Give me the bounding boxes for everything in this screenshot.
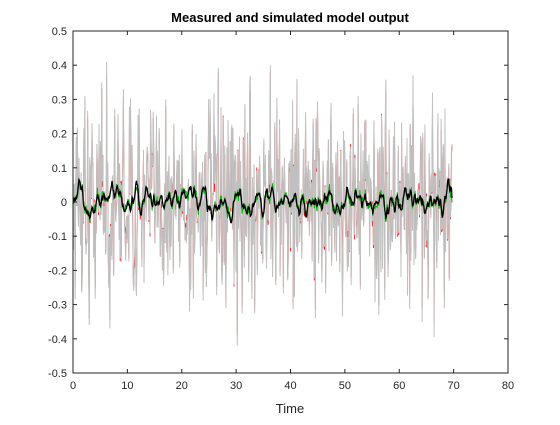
y-tick-label: 0.4: [52, 60, 67, 72]
x-ticks: 0 10 20 30 40 50 60 70 80: [70, 31, 514, 392]
y-tick-label: 0.3: [52, 94, 67, 106]
y-tick-label: -0.4: [48, 334, 67, 346]
x-tick-label: 30: [230, 380, 242, 392]
series-line-grey: [72, 61, 453, 346]
x-tick-label: 80: [502, 380, 514, 392]
y-tick-label: -0.5: [48, 368, 67, 380]
x-tick-label: 20: [176, 380, 188, 392]
chart-title: Measured and simulated model output: [171, 10, 409, 25]
y-tick-label: 0: [61, 197, 67, 209]
y-tick-label: 0.5: [52, 26, 67, 38]
y-tick-label: 0.1: [52, 163, 67, 175]
x-tick-label: 60: [393, 380, 405, 392]
y-tick-label: 0.2: [52, 129, 67, 141]
y-ticks: -0.5 -0.4 -0.3 -0.2 -0.1 0 0.1 0.2 0.3 0.4 0.5: [48, 26, 508, 380]
x-tick-label: 70: [448, 380, 460, 392]
y-tick-label: -0.1: [48, 231, 67, 243]
x-tick-label: 50: [339, 380, 351, 392]
x-axis-label: Time: [276, 401, 304, 416]
y-tick-label: -0.3: [48, 300, 67, 312]
x-tick-label: 10: [121, 380, 133, 392]
x-tick-label: 40: [284, 380, 296, 392]
series-line-black: [72, 177, 453, 224]
x-tick-label: 0: [70, 380, 76, 392]
y-tick-label: -0.2: [48, 265, 67, 277]
series-layer: [72, 61, 453, 346]
